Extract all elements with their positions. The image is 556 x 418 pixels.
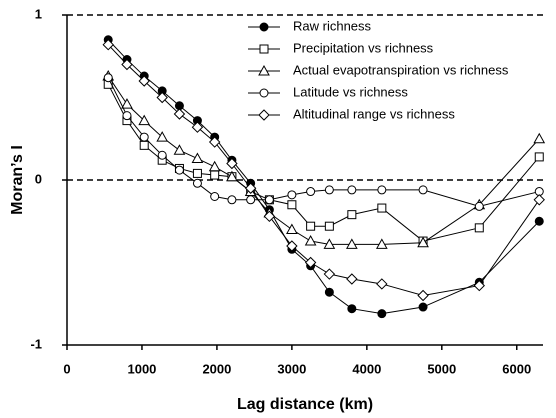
data-point (418, 185, 428, 195)
data-point (226, 157, 238, 170)
data-point (227, 195, 237, 205)
data-point (191, 152, 204, 164)
x-tick-label: 5000 (427, 361, 456, 376)
legend-label: Precipitation vs richness (293, 40, 434, 55)
data-point (377, 309, 387, 319)
data-point (208, 136, 221, 148)
data-point (264, 195, 274, 205)
data-point (473, 279, 485, 292)
data-point (191, 121, 204, 133)
data-point (226, 170, 238, 182)
data-point (173, 108, 186, 120)
data-point (156, 131, 169, 142)
x-tick-label: 6000 (502, 361, 531, 376)
data-point (306, 221, 316, 231)
data-point (306, 187, 316, 197)
x-tick-label: 3000 (277, 361, 306, 376)
data-point (324, 185, 334, 195)
data-point (244, 182, 257, 194)
data-point (346, 273, 358, 285)
data-point (286, 240, 298, 252)
data-point (417, 289, 429, 302)
legend-marker (258, 109, 270, 121)
data-point (533, 132, 546, 144)
x-tick-label: 2000 (202, 361, 231, 376)
data-point (103, 73, 113, 83)
data-point (347, 304, 357, 314)
data-point (286, 223, 298, 234)
data-point (377, 203, 387, 213)
legend-marker (259, 44, 269, 54)
series-line (107, 75, 540, 245)
legend-label: Actual evapotranspiration vs richness (293, 62, 509, 77)
data-point (157, 150, 167, 160)
legend-label: Latitude vs richness (293, 84, 408, 99)
data-point (121, 98, 133, 109)
data-point (346, 238, 358, 249)
y-tick-label: -1 (30, 336, 42, 351)
data-point (323, 238, 336, 249)
x-tick-label: 1000 (127, 361, 156, 376)
legend-label: Altitudinal range vs richness (293, 106, 455, 121)
data-point (139, 140, 149, 150)
legend-marker (258, 64, 270, 76)
data-point (304, 256, 317, 269)
data-point (324, 221, 334, 231)
legend-label: Raw richness (293, 18, 372, 33)
legend-marker (259, 88, 269, 98)
data-point (263, 210, 276, 223)
x-tick-label: 4000 (352, 361, 381, 376)
series-line (107, 39, 540, 315)
data-point (534, 152, 544, 162)
series-line (107, 44, 540, 297)
data-point (287, 190, 297, 200)
data-point (377, 185, 387, 195)
data-point (323, 268, 336, 280)
data-point (210, 192, 220, 201)
data-point (375, 238, 388, 249)
data-point (417, 236, 429, 248)
data-point (474, 223, 484, 233)
data-point (304, 235, 317, 246)
data-point (174, 165, 184, 175)
data-point (138, 114, 151, 126)
data-point (208, 160, 221, 172)
data-point (533, 194, 545, 206)
data-point (376, 278, 388, 290)
data-point (474, 201, 484, 211)
y-axis-label: Moran’s I (9, 145, 26, 215)
data-point (102, 38, 114, 51)
data-point (138, 75, 150, 87)
data-point (192, 168, 202, 178)
data-point (173, 144, 186, 155)
data-point (347, 185, 357, 195)
data-point (287, 200, 297, 210)
x-tick-label: 0 (63, 361, 70, 376)
data-point (246, 195, 256, 205)
data-point (324, 287, 334, 297)
y-tick-label: 0 (35, 171, 42, 186)
data-point (121, 58, 133, 71)
data-point (122, 111, 132, 121)
data-point (210, 170, 220, 180)
data-point (156, 91, 168, 104)
data-point (418, 302, 428, 312)
data-point (192, 178, 202, 188)
x-axis-label: Lag distance (km) (237, 396, 373, 413)
data-point (139, 132, 149, 142)
legend-marker (259, 22, 269, 32)
y-tick-label: 1 (35, 6, 42, 21)
data-point (347, 210, 357, 220)
data-point (534, 216, 544, 226)
